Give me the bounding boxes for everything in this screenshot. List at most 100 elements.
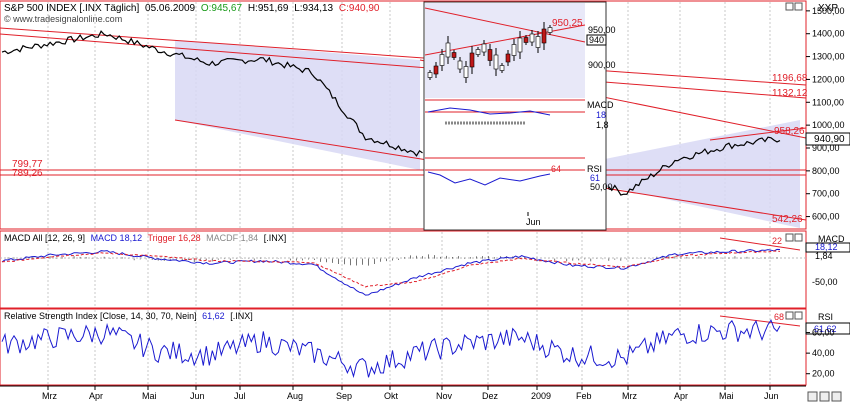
price-tick-label-8: 700,00 [812, 189, 840, 199]
inset-candle [439, 54, 445, 66]
panel-controls-price[interactable] [785, 2, 803, 11]
inset-tick-950: 950,00 [588, 25, 616, 35]
rsi-value-box [805, 322, 850, 335]
time-label-Mrz: Mrz [622, 391, 637, 401]
macd-line [1, 248, 781, 296]
chart-open: O:945,67 [201, 3, 243, 14]
time-label-Jun: Jun [190, 391, 205, 401]
inset-macd-box: MACD [587, 100, 614, 110]
time-label-Apr: Apr [674, 391, 688, 401]
rsi-minimize-button[interactable] [785, 311, 794, 320]
zoom-button[interactable] [819, 391, 830, 402]
price-tick-label-7: 800,00 [812, 166, 840, 176]
chart-title: S&P 500 INDEX [.INX Täglich] 05.06.2009 … [4, 3, 380, 14]
last-price-box [805, 132, 850, 146]
chart-low: L:934,13 [294, 3, 333, 14]
price-tick-label-9: 600,00 [812, 212, 840, 222]
rsi-box-value: 61,62 [814, 324, 837, 334]
macd-level-label: 22 [772, 236, 782, 246]
inset-macdf-value: 1,8 [596, 120, 609, 130]
inset-candle [541, 28, 547, 44]
price-tick-label-0: 1500,00 [812, 6, 845, 16]
inset-month-label: Jun [526, 217, 541, 227]
inset-candle [481, 43, 487, 53]
trigger-value-label: Trigger 16,28 [147, 233, 200, 243]
inset-candle [427, 72, 433, 78]
macdf-box-value: 1,84 [815, 251, 833, 261]
time-axis: Mrz Apr Mai Jun Jul Aug Sep Okt Nov Dez 2009 Feb Mrz… [0, 385, 806, 401]
macd-close-button[interactable] [794, 233, 803, 242]
price-series [1, 30, 423, 157]
price-tick-label-5: 1000,00 [812, 120, 845, 130]
time-label-Mai: Mai [142, 391, 157, 401]
inset-candle [451, 52, 457, 58]
time-label-Jul: Jul [234, 391, 246, 401]
trigger-line [1, 250, 781, 288]
inset-candle [523, 37, 529, 43]
rsi-panel: Relative Strength Index [Close, 14, 30, … [0, 308, 850, 386]
time-label-Okt: Okt [384, 391, 399, 401]
inset-candle [457, 60, 463, 70]
macd-gridlines [47, 232, 771, 307]
chart-high: H:951,69 [248, 3, 289, 14]
inset-resistance-line [424, 7, 586, 43]
rsi-gridlines [47, 310, 771, 384]
inset-candle [535, 36, 541, 48]
inset-macd-value: 18 [596, 110, 606, 120]
macd-panel-border [0, 230, 807, 309]
chart-close: C:940,90 [339, 3, 380, 14]
inset-candle [517, 37, 523, 53]
inset-level-label: 950,25 [552, 18, 583, 29]
inset-candle [499, 65, 505, 71]
macd-value-label: MACD 18,12 [91, 233, 143, 243]
price-tick-label-6: 900,00 [812, 143, 840, 153]
rsi-trend-line [719, 315, 801, 327]
inset-candle [475, 49, 481, 55]
rsi-title: Relative Strength Index [Close, 14, 30, … [4, 311, 253, 321]
rsi-tick-label-0: 60,00 [812, 328, 835, 338]
inset-rsi-box: RSI [587, 164, 602, 174]
inset-candle [511, 44, 517, 56]
rsi-close-button[interactable] [794, 311, 803, 320]
time-label-2009: 2009 [531, 391, 551, 401]
rsi-tick-label-2: 20,00 [812, 369, 835, 379]
price-tick-label-3: 1200,00 [812, 74, 845, 84]
chart-title-text: S&P 500 INDEX [.INX Täglich] [4, 3, 139, 14]
scroll-left-button[interactable] [807, 391, 818, 402]
rsi-box-label: RSI [818, 312, 833, 322]
close-button[interactable] [794, 2, 803, 11]
time-label-Mai: Mai [719, 391, 734, 401]
rsi-y-axis: 60,00 40,00 20,00 [806, 328, 835, 379]
resistance-line-1196 [0, 27, 807, 86]
macd-trend-line [719, 237, 801, 251]
inset-candle [433, 65, 439, 75]
minimize-button[interactable] [785, 2, 794, 11]
scroll-right-button[interactable] [831, 391, 842, 402]
time-label-Dez: Dez [482, 391, 499, 401]
level-label-542: 542,26 [772, 214, 803, 225]
time-label-Nov: Nov [436, 391, 453, 401]
inset-rsi-line [427, 171, 551, 186]
inset-trend-line [424, 24, 586, 56]
rsi-title-text: Relative Strength Index [Close, 14, 30, … [4, 311, 197, 321]
inset-candle [463, 66, 469, 78]
time-label-Jun: Jun [764, 391, 779, 401]
macd-minimize-button[interactable] [785, 233, 794, 242]
inset-candle [547, 27, 553, 33]
time-label-Mrz: Mrz [42, 391, 57, 401]
short-resistance-line [709, 127, 807, 141]
last-price-label: 940,90 [814, 134, 845, 145]
level-label-799: 799,77 [12, 159, 43, 170]
inset-zoom: 950,25 950,00 900,00 940 MACD 18 1,8 64 … [423, 1, 616, 231]
macdf-value-label: MACDF 1,84 [206, 233, 258, 243]
macd-title-text: MACD All [12, 26, 9] [4, 233, 85, 243]
price-tick-label-4: 1100,00 [812, 97, 844, 107]
bottom-controls[interactable] [807, 391, 842, 402]
inset-rsi-tick: 50,00 [590, 182, 613, 192]
rsi-value-label: 61,62 [202, 311, 225, 321]
price-y-axis: 1500,00 1400,00 1300,00 1200,00 1100,00 1000,… [806, 6, 845, 222]
inset-candle [487, 49, 493, 61]
price-tick-label-2: 1300,00 [812, 52, 845, 62]
rsi-level-label: 68 [774, 312, 784, 322]
level-label-1132: 1132,12 [772, 88, 808, 99]
